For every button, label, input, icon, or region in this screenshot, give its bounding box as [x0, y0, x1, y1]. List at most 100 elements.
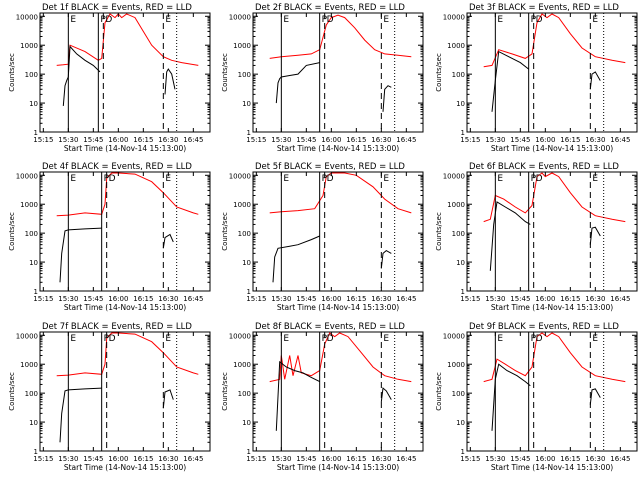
x-axis-label: Start Time (14-Nov-14 15:13:00) [277, 463, 399, 472]
events-series-line-3 [589, 226, 601, 245]
x-tick-label: 16:15 [346, 136, 366, 144]
detector-panel-4: E P D E Det 4f BLACK = Events, RED = LLD 1 10 1… [8, 162, 211, 312]
events-series-line-2 [62, 45, 101, 106]
x-tick-label: 15:30 [58, 136, 78, 144]
x-tick-label: 15:45 [510, 455, 530, 463]
marker-label: E [592, 15, 598, 25]
events-series-line-3 [162, 389, 174, 409]
events-series-line-3 [164, 68, 176, 95]
x-tick-label: 16:45 [183, 455, 203, 463]
x-tick-label: 16:30 [371, 136, 391, 144]
y-tick-label: 100 [452, 71, 465, 79]
events-series-line-2 [272, 235, 320, 283]
x-tick-label: 15:30 [485, 136, 505, 144]
panel-title: Det 9f BLACK = Events, RED = LLD [469, 322, 619, 332]
x-tick-label: 15:30 [58, 295, 78, 303]
x-tick-label: 16:45 [396, 295, 416, 303]
y-tick-label: 10 [29, 259, 38, 267]
y-tick-label: 1 [247, 288, 251, 296]
lld-series-line-1 [269, 172, 412, 214]
plot-frame [252, 12, 424, 133]
x-tick-label: 15:30 [271, 455, 291, 463]
x-tick-label: 16:00 [108, 455, 128, 463]
marker-label: D [109, 334, 116, 344]
x-tick-label: 16:45 [396, 136, 416, 144]
y-axis-label: Counts/sec [435, 53, 443, 92]
plot-frame [39, 12, 211, 133]
x-axis-label: Start Time (14-Nov-14 15:13:00) [277, 144, 399, 153]
y-tick-label: 10 [242, 419, 251, 427]
y-tick-label: 1000 [447, 201, 465, 209]
x-tick-label: 15:15 [246, 455, 266, 463]
x-tick-label: 16:30 [158, 455, 178, 463]
y-tick-label: 1 [34, 129, 38, 137]
x-tick-label: 15:15 [33, 295, 53, 303]
x-tick-label: 16:00 [108, 295, 128, 303]
marker-label: E [165, 174, 171, 184]
marker-label: E [283, 174, 289, 184]
y-tick-label: 1000 [447, 42, 465, 50]
y-tick-label: 1000 [233, 201, 251, 209]
marker-label: D [327, 334, 334, 344]
x-tick-label: 15:45 [83, 455, 103, 463]
marker-label: P [100, 15, 106, 25]
x-axis-label: Start Time (14-Nov-14 15:13:00) [64, 303, 186, 312]
y-tick-label: 10000 [229, 172, 251, 180]
events-series-line-2 [59, 227, 102, 283]
y-tick-label: 10000 [16, 172, 38, 180]
y-tick-label: 100 [25, 230, 38, 238]
x-axis-label: Start Time (14-Nov-14 15:13:00) [64, 144, 186, 153]
x-tick-label: 16:15 [133, 295, 153, 303]
lld-series-line-1 [56, 172, 199, 217]
detector-panel-2: E P D E Det 2f BLACK = Events, RED = LLD 1 10 1… [221, 3, 424, 153]
marker-label: E [383, 334, 389, 344]
y-axis-label: Counts/sec [8, 53, 16, 92]
events-series-line-2 [491, 50, 530, 112]
x-tick-label: 16:45 [610, 455, 630, 463]
x-tick-label: 16:15 [133, 455, 153, 463]
marker-label: E [70, 174, 76, 184]
y-tick-label: 10 [242, 100, 251, 108]
marker-label: D [327, 174, 334, 184]
marker-label: E [283, 15, 289, 25]
marker-label: E [283, 334, 289, 344]
x-tick-label: 15:45 [296, 136, 316, 144]
detector-panel-8: E P D E Det 8f BLACK = Events, RED = LLD 1 10 1… [221, 322, 424, 472]
x-tick-label: 16:30 [585, 455, 605, 463]
y-tick-label: 10 [456, 259, 465, 267]
marker-label: E [497, 334, 503, 344]
detector-panel-3: E P D E Det 3f BLACK = Events, RED = LLD 1 10 1… [435, 3, 638, 153]
marker-label: E [497, 15, 503, 25]
y-tick-label: 10 [29, 419, 38, 427]
lld-series-line-1 [269, 14, 412, 59]
marker-label: P [322, 174, 328, 184]
x-tick-label: 16:30 [585, 136, 605, 144]
marker-label: D [536, 334, 543, 344]
x-tick-label: 15:30 [271, 295, 291, 303]
x-axis-label: Start Time (14-Nov-14 15:13:00) [491, 303, 613, 312]
x-tick-label: 15:30 [485, 295, 505, 303]
events-series-line-3 [589, 388, 601, 405]
y-tick-label: 10 [456, 100, 465, 108]
detector-panel-1: E P D E Det 1f BLACK = Events, RED = LLD 1 10 1… [8, 3, 211, 153]
events-series-line-3 [162, 233, 174, 249]
x-tick-label: 15:15 [33, 455, 53, 463]
x-axis-label: Start Time (14-Nov-14 15:13:00) [491, 144, 613, 153]
y-tick-label: 1 [34, 288, 38, 296]
marker-label: P [104, 334, 110, 344]
x-tick-label: 16:15 [560, 455, 580, 463]
marker-label: D [536, 174, 543, 184]
plot-frame [252, 331, 424, 452]
lld-series-line-1 [483, 13, 626, 68]
y-tick-label: 10000 [16, 13, 38, 21]
x-tick-label: 16:15 [346, 455, 366, 463]
marker-label: E [383, 15, 389, 25]
y-tick-label: 1000 [20, 201, 38, 209]
x-tick-label: 16:30 [585, 295, 605, 303]
detector-panel-7: E P D E Det 7f BLACK = Events, RED = LLD 1 10 1… [8, 322, 211, 472]
plot-frame [466, 12, 638, 133]
x-tick-label: 16:15 [560, 295, 580, 303]
y-tick-label: 1000 [20, 361, 38, 369]
events-series-line-2 [275, 360, 320, 431]
events-series-line-2 [59, 387, 102, 443]
